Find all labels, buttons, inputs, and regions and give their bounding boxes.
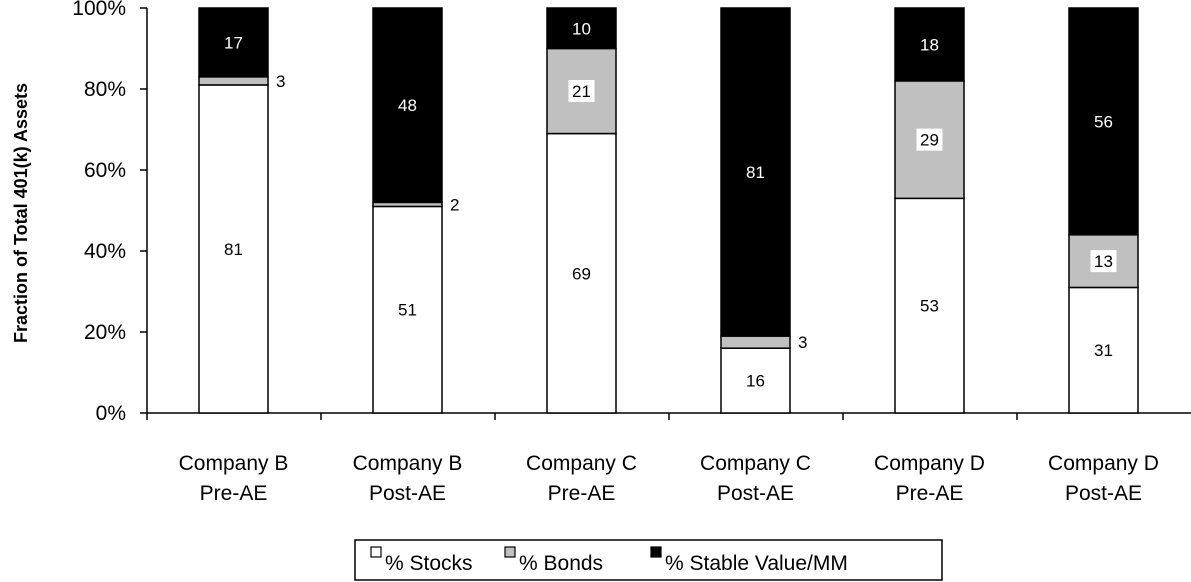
category-label: Pre-AE [200,482,268,505]
bar-segment [894,7,965,82]
bar-segment [720,335,791,349]
data-label: 17 [224,33,243,52]
y-axis-label: Fraction of Total 401(k) Assets [11,83,31,343]
category-label: Company B [179,452,289,475]
data-label-bg [916,128,943,151]
bar-segment [546,7,617,50]
category-label: Post-AE [1065,482,1142,505]
data-label: 81 [224,240,243,259]
bar-segment [372,7,443,204]
legend-label: % Bonds [519,552,603,575]
bar-segment [198,84,269,414]
data-label: 13 [1094,252,1113,271]
category-label: Post-AE [369,482,446,505]
bar-segment [198,7,269,78]
data-label-bg [568,80,595,103]
data-label: 16 [746,372,765,391]
legend-box [354,539,943,581]
legend-label: % Stable Value/MM [665,552,848,575]
data-label: 29 [920,131,939,150]
data-label: 10 [572,19,591,38]
data-label: 51 [398,301,417,320]
data-label: 31 [1094,341,1113,360]
data-label: 48 [398,96,417,115]
bar-segment [894,197,965,414]
category-label: Company C [700,452,811,475]
bar-segment [894,80,965,200]
y-tick-label: 80% [84,78,126,101]
data-labels: 81 3 17 51 2 48 69 21 10 16 3 81 53 29 18 31 13 56 [224,19,1117,391]
data-label: 21 [572,82,591,101]
data-label-bg [1090,250,1117,273]
data-label: 56 [1094,112,1113,131]
y-tick-label: 20% [84,321,126,344]
legend: % Stocks % Bonds % Stable Value/MM [354,539,943,581]
y-tick-label: 100% [72,0,126,20]
data-label: 18 [920,35,939,54]
axes: 0% 20% 40% 60% 80% 100% [72,0,1191,425]
legend-label: % Stocks [385,552,473,575]
bar-segment [1068,7,1139,236]
bar-segment [1068,286,1139,414]
y-tick-label: 40% [84,240,126,263]
category-label: Company D [874,452,985,475]
category-label: Company B [353,452,463,475]
legend-swatch [370,546,382,558]
bar-segment [720,347,791,414]
legend-swatch [504,546,516,558]
data-label: 3 [276,72,285,91]
bar-segment [546,47,617,135]
y-tick-label: 60% [84,159,126,182]
category-label: Company D [1048,452,1159,475]
category-label: Pre-AE [548,482,616,505]
data-label: 2 [450,195,459,214]
category-labels: Company B Pre-AE Company B Post-AE Company C… [179,452,1159,505]
y-tick-label: 0% [96,402,126,425]
category-label: Post-AE [717,482,794,505]
category-label: Pre-AE [896,482,964,505]
data-label: 81 [746,163,765,182]
bar-segment [720,7,791,337]
data-label: 69 [572,264,591,283]
bars [198,7,1139,414]
legend-swatch [650,546,662,558]
bar-segment [198,76,269,86]
category-label: Company C [526,452,637,475]
data-label: 3 [798,333,807,352]
data-label: 53 [920,297,939,316]
